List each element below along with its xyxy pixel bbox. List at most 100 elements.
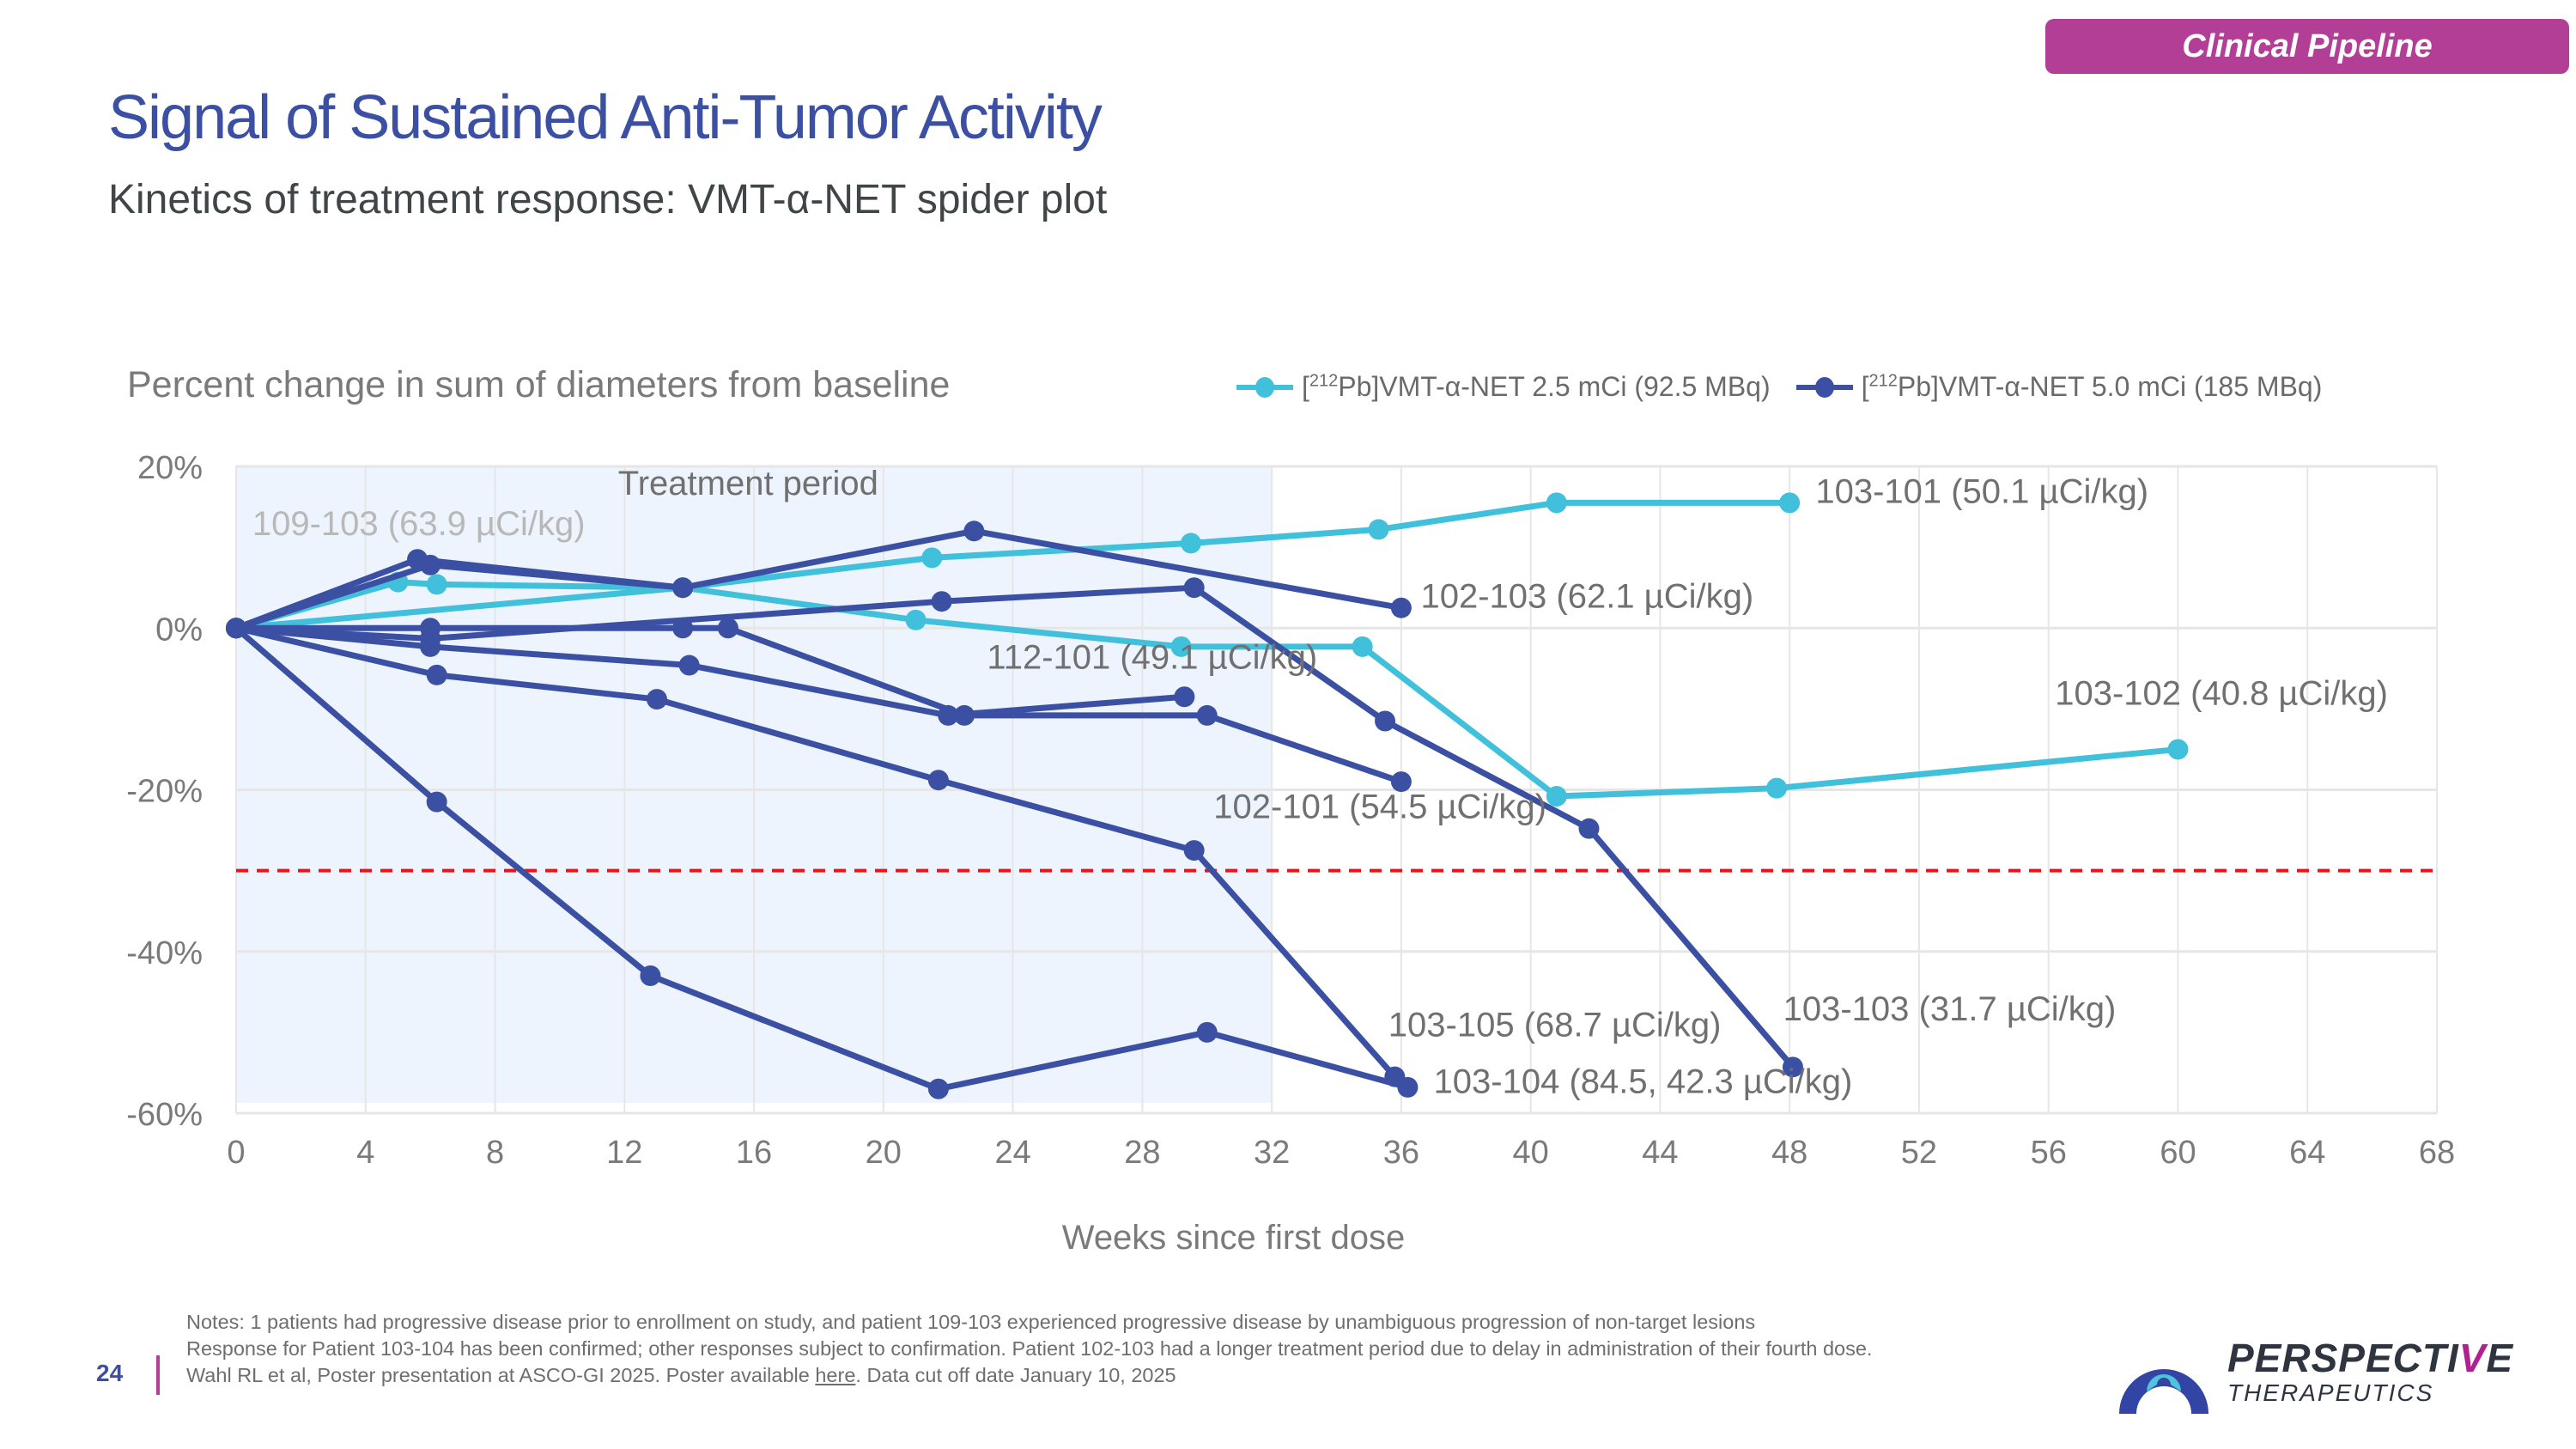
data-point [1170, 636, 1192, 657]
data-point [938, 704, 959, 726]
data-point [672, 577, 694, 599]
logo-subtitle: THERAPEUTICS [2227, 1379, 2434, 1406]
x-tick-label: 40 [1513, 1135, 1549, 1171]
x-tick-label: 28 [1124, 1135, 1160, 1171]
data-point [1779, 492, 1801, 514]
logo-arch-icon [2119, 1369, 2208, 1414]
legend-label-low-dose: [212Pb]VMT-α-NET 2.5 mCi (92.5 MBq) [1302, 371, 1771, 402]
series-label: 112-101 (49.1 µCi/kg) [987, 638, 1317, 676]
data-point [921, 547, 943, 569]
footnotes: Notes: 1 patients had progressive diseas… [186, 1309, 1872, 1389]
citation: Wahl RL et al, Poster presentation at AS… [186, 1364, 1176, 1386]
data-point [1183, 840, 1205, 861]
data-point [1352, 636, 1373, 657]
x-tick-label: 0 [227, 1135, 245, 1171]
x-tick-label: 56 [2031, 1135, 2067, 1171]
series-label: 103-104 (84.5, 42.3 µCi/kg) [1434, 1062, 1853, 1100]
logo-wordmark: PERSPECTIVE [2227, 1336, 2514, 1380]
series-label: 103-101 (50.1 µCi/kg) [1815, 472, 2148, 510]
x-tick-label: 48 [1771, 1135, 1807, 1171]
x-tick-label: 20 [866, 1135, 902, 1171]
data-point [1174, 686, 1195, 708]
data-point [420, 636, 441, 657]
legend-swatch-high-dose-icon [1795, 374, 1853, 400]
data-point [1375, 710, 1396, 732]
data-point [1782, 1056, 1803, 1078]
data-point [905, 609, 927, 630]
data-point [717, 618, 738, 639]
chart-legend: [212Pb]VMT-α-NET 2.5 mCi (92.5 MBq) [212… [1236, 371, 2322, 403]
x-tick-label: 12 [606, 1135, 642, 1171]
x-tick-label: 16 [736, 1135, 772, 1171]
note-line: Notes: 1 patients had progressive diseas… [186, 1311, 1756, 1333]
series-label: 103-102 (40.8 µCi/kg) [2055, 675, 2388, 713]
legend-item-high-dose: [212Pb]VMT-α-NET 5.0 mCi (185 MBq) [1795, 371, 2323, 403]
poster-link[interactable]: here [815, 1364, 856, 1386]
y-tick-label: 0% [155, 612, 203, 648]
x-tick-label: 52 [1901, 1135, 1937, 1171]
data-point [963, 521, 985, 542]
page-divider [156, 1355, 160, 1395]
data-point [420, 554, 441, 575]
x-axis-title: Weeks since first dose [1062, 1219, 1405, 1257]
series-label: 109-103 (63.9 µCi/kg) [252, 505, 586, 543]
data-point [931, 591, 952, 612]
series-line [235, 579, 2178, 800]
x-tick-label: 8 [486, 1135, 504, 1171]
page-subtitle: Kinetics of treatment response: VMT-α-NE… [108, 177, 1108, 222]
data-point [2167, 739, 2189, 760]
data-point [426, 664, 447, 685]
data-point [927, 770, 949, 791]
x-tick-label: 44 [1642, 1135, 1678, 1171]
section-badge: Clinical Pipeline [2045, 19, 2569, 74]
data-point [1390, 597, 1412, 618]
data-point [1183, 577, 1205, 599]
data-point [1368, 519, 1389, 540]
x-tick-label: 36 [1383, 1135, 1419, 1171]
legend-item-low-dose: [212Pb]VMT-α-NET 2.5 mCi (92.5 MBq) [1236, 371, 1771, 403]
series-label: 102-103 (62.1 µCi/kg) [1420, 578, 1753, 616]
page-number: 24 [96, 1360, 124, 1386]
y-tick-label: 20% [137, 450, 203, 486]
data-point [678, 654, 700, 676]
company-logo: PERSPECTIVE THERAPEUTICS [2112, 1330, 2524, 1416]
legend-swatch-low-dose-icon [1236, 374, 1293, 400]
data-point [1196, 1021, 1218, 1043]
y-tick-label: -40% [126, 935, 203, 971]
legend-label-high-dose: [212Pb]VMT-α-NET 5.0 mCi (185 MBq) [1861, 371, 2323, 402]
data-point [426, 574, 447, 595]
data-point [1390, 771, 1412, 793]
series-label: 103-103 (31.7 µCi/kg) [1783, 990, 2117, 1028]
x-tick-label: 64 [2289, 1135, 2325, 1171]
series-line [235, 624, 1397, 1079]
series-103-104 [226, 618, 1419, 1099]
series-label: 102-101 (54.5 µCi/kg) [1213, 788, 1546, 825]
data-point [1397, 1076, 1419, 1098]
x-tick-label: 68 [2419, 1135, 2455, 1171]
x-tick-label: 4 [356, 1135, 374, 1171]
y-tick-label: -20% [126, 774, 203, 810]
data-point [927, 1078, 949, 1099]
data-point [640, 965, 661, 986]
series-line [234, 625, 1409, 1093]
note-line: Response for Patient 103-104 has been co… [186, 1337, 1873, 1360]
data-point [426, 791, 447, 813]
data-point [1546, 492, 1567, 514]
series-label: Treatment period [618, 465, 878, 502]
data-point [1180, 533, 1201, 554]
series-112-101 [226, 618, 1195, 726]
data-point [646, 689, 667, 710]
y-axis-title: Percent change in sum of diameters from … [127, 364, 951, 405]
data-point [226, 618, 246, 639]
data-point [1546, 786, 1567, 807]
y-tick-label: -60% [126, 1097, 203, 1133]
x-tick-label: 32 [1254, 1135, 1290, 1171]
x-tick-label: 60 [2160, 1135, 2196, 1171]
series-label: 103-105 (68.7 µCi/kg) [1388, 1007, 1722, 1044]
x-tick-label: 24 [994, 1135, 1030, 1171]
data-point [1196, 704, 1218, 726]
data-point [1766, 777, 1788, 799]
data-point [1578, 818, 1600, 839]
page-title: Signal of Sustained Anti-Tumor Activity [108, 83, 1103, 152]
